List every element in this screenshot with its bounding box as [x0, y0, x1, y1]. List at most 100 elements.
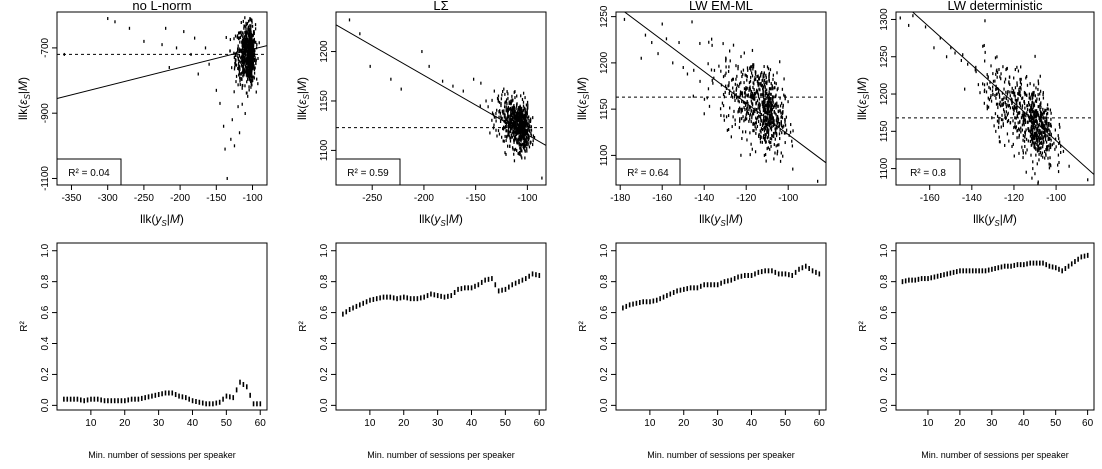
- panel-1-point-outlier-23: [237, 105, 239, 109]
- panel-3-point-84: [749, 87, 751, 91]
- panel-2-point-482: [519, 111, 522, 115]
- panel-3-point-523: [755, 107, 758, 111]
- panel-1-point-240: [238, 65, 241, 69]
- panel-3-point-458: [738, 82, 741, 86]
- panel-2-point-599: [522, 126, 524, 130]
- panel-2-point-479: [507, 130, 509, 134]
- panel-1-ylabel: llk(εS|M): [16, 77, 32, 120]
- panel-2-point-679: [509, 114, 511, 118]
- panel-3-point-151: [768, 128, 770, 132]
- panel-3-point-145: [721, 101, 724, 105]
- panel-1-point-563: [248, 43, 250, 47]
- panel-3-point-570: [773, 104, 775, 108]
- panel-5-marker-mid-2: [80, 397, 82, 403]
- panel-1-point-526: [250, 52, 252, 56]
- panel-8-marker-19: [1023, 262, 1025, 268]
- panel-2-xtick-label-0: -250: [362, 193, 382, 204]
- panel-3-point-217: [733, 90, 735, 94]
- panel-4-point-445: [1054, 128, 1056, 132]
- panel-3-point-229: [732, 115, 734, 119]
- panel-4-point-72: [1035, 141, 1037, 145]
- panel-3-point-60: [763, 136, 766, 140]
- panel-5-marker-mid-12: [147, 394, 150, 400]
- panel-1-point-466: [249, 74, 251, 78]
- panel-3-point-466: [751, 112, 754, 116]
- panel-6-marker-12: [423, 294, 425, 300]
- panel-1-point-492: [246, 60, 248, 64]
- panel-2-point-591: [523, 142, 526, 146]
- panel-4-point-629: [1029, 109, 1031, 113]
- panel-1-point-334: [251, 37, 253, 41]
- panel-3-point-627: [760, 134, 762, 138]
- panel-1-point-outlier-8: [175, 46, 178, 50]
- panel-4-point-203: [1032, 93, 1034, 97]
- panel-4-point-177: [989, 96, 992, 100]
- panel-3-point-433: [770, 97, 772, 101]
- panel-1-point-35: [241, 64, 243, 68]
- panel-2-point-193: [503, 112, 505, 116]
- panel-3-point-202: [722, 75, 725, 79]
- panel-1-point-371: [240, 60, 242, 64]
- panel-3-point-644: [759, 83, 761, 87]
- panel-1-point-285: [245, 91, 248, 95]
- panel-2-point-467: [524, 121, 527, 125]
- panel-2-point-outlier-4: [400, 87, 402, 91]
- panel-6-marker-mid-12: [426, 293, 429, 299]
- panel-1-point-415: [245, 21, 247, 25]
- panel-4-point-661: [1035, 115, 1037, 119]
- panel-1-point-302: [237, 57, 240, 61]
- panel-1-point-623: [253, 53, 256, 57]
- panel-2-point-204: [516, 122, 519, 126]
- panel-4-point-196: [1045, 148, 1047, 152]
- panel-3-point-652: [766, 122, 768, 126]
- panel-2-point-525: [518, 118, 520, 122]
- panel-1-point-594: [244, 33, 247, 37]
- panel-3-point-479: [713, 68, 716, 72]
- panel-4-point-38: [1012, 112, 1015, 116]
- panel-3-point-330: [768, 124, 771, 128]
- panel-3-point-594: [758, 77, 761, 81]
- panel-4-point-472: [998, 95, 1001, 99]
- panel-4-point-455: [1048, 148, 1050, 152]
- panel-7-xtick-label-1: 20: [678, 418, 690, 429]
- panel-2-point-354: [504, 151, 506, 155]
- panel-3-point-679: [756, 124, 759, 128]
- panel-3-point-561: [780, 101, 783, 105]
- panel-3-point-167: [771, 117, 773, 121]
- panel-1-point-482: [233, 55, 236, 59]
- panel-7-marker-4: [649, 299, 651, 305]
- panel-1-point-200: [247, 19, 250, 23]
- panel-1-point-outlier-6: [165, 26, 167, 30]
- panel-4-point-642: [1036, 111, 1039, 115]
- panel-4-point-363: [1034, 143, 1036, 147]
- panel-1-point-496: [243, 68, 246, 72]
- panel-3-point-550: [775, 82, 777, 86]
- panel-2-r2-label: R² = 0.59: [347, 168, 389, 179]
- panel-1-point-407: [250, 56, 253, 60]
- panel-4-point-418: [1038, 117, 1040, 121]
- panel-3-point-649: [710, 68, 713, 72]
- panel-4-point-491: [1002, 97, 1004, 101]
- panel-4-point-531: [1047, 127, 1049, 131]
- panel-4-point-141: [1044, 116, 1046, 120]
- panel-2-point-485: [515, 124, 517, 128]
- panel-8-xtick-label-4: 50: [1050, 418, 1062, 429]
- panel-2-point-642: [521, 125, 523, 129]
- panel-3-point-214: [743, 51, 745, 55]
- panel-7-marker-17: [737, 274, 739, 280]
- panel-2-point-636: [517, 113, 519, 117]
- panel-3-point-639: [737, 110, 739, 114]
- panel-8-marker-13: [984, 268, 987, 274]
- panel-4-point-116: [983, 101, 986, 105]
- panel-1-point-287: [251, 20, 253, 24]
- panel-3-point-65: [746, 86, 748, 90]
- panel-6-marker-24: [504, 286, 507, 292]
- panel-3-point-265: [731, 93, 733, 97]
- panel-3-point-79: [708, 104, 711, 108]
- panel-7-xtick-label-2: 30: [712, 418, 724, 429]
- panel-3-point-356: [765, 159, 767, 163]
- panel-4-point-621: [996, 75, 998, 79]
- panel-4-point-102: [1053, 141, 1055, 145]
- panel-4-point-311: [1022, 134, 1025, 138]
- panel-3-point-623: [762, 90, 764, 94]
